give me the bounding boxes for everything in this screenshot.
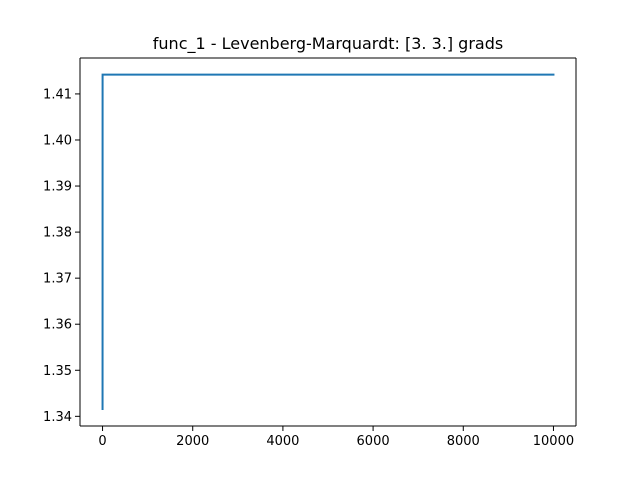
x-tick-label: 2000 [176,434,209,449]
x-tick-label: 10000 [533,434,574,449]
y-tick-label: 1.36 [43,318,72,333]
y-tick-label: 1.37 [43,272,72,287]
x-tick-label: 8000 [447,434,480,449]
chart-title: func_1 - Levenberg-Marquardt: [3. 3.] gr… [153,34,503,54]
x-tick-label: 0 [98,434,106,449]
y-tick-label: 1.40 [43,133,72,148]
y-tick-label: 1.34 [43,410,72,425]
x-tick-label: 4000 [266,434,299,449]
x-tick-label: 6000 [357,434,390,449]
series-line-1 [101,73,555,410]
y-tick-label: 1.39 [43,180,72,195]
y-tick-label: 1.41 [43,87,72,102]
plot-area: 0 2000 4000 6000 8000 10000 1.34 1.35 1.36 1.37 1.… [43,57,577,449]
y-tick-label: 1.38 [43,226,72,241]
y-tick-label: 1.35 [43,364,72,379]
